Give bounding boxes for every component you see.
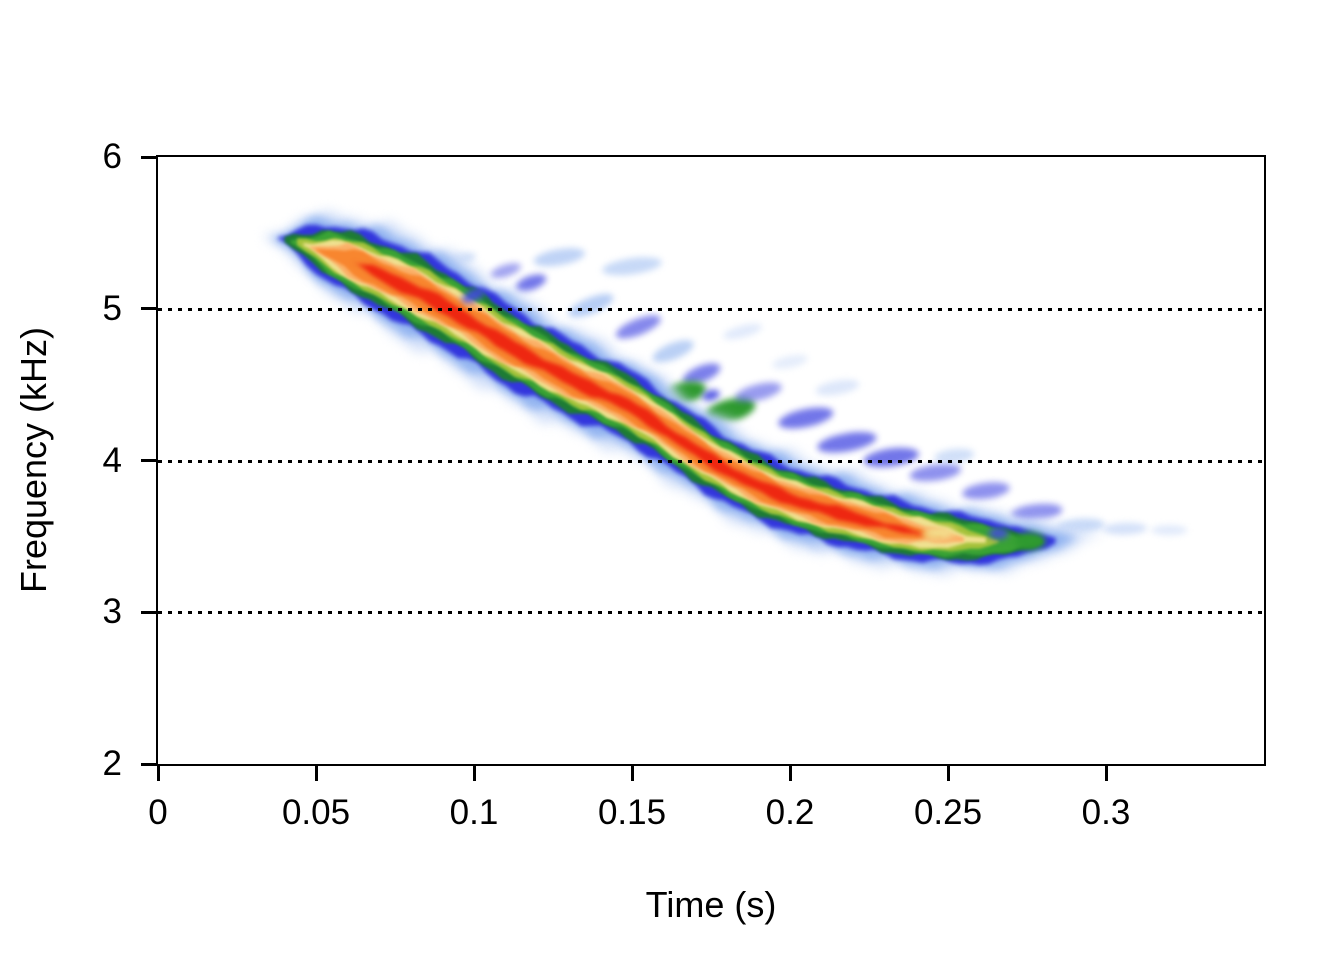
y-tick-label: 2 [102,744,122,783]
x-tick-label: 0 [148,793,168,832]
gridline-4khz [158,459,1264,463]
y-tick-label: 5 [102,288,122,328]
x-tick [314,765,318,781]
x-axis-title: Time (s) [645,884,777,925]
y-tick [141,610,157,614]
x-tick-label: 0.2 [765,793,815,832]
y-tick-label: 6 [102,137,122,176]
x-tick [946,765,950,781]
x-tick [788,765,792,781]
y-tick [141,155,157,159]
x-tick-label: 0.05 [281,793,351,832]
x-tick [630,765,634,781]
x-tick-label: 0.25 [913,793,983,832]
gridline-3khz [158,611,1264,615]
x-tick-label: 0.3 [1081,793,1131,832]
x-tick-label: 0.1 [449,793,499,832]
y-tick [141,307,157,311]
y-axis-title: Frequency (kHz) [13,326,54,594]
x-tick-label: 0.15 [597,793,667,832]
y-tick-label: 4 [102,440,122,480]
x-tick [156,765,160,781]
y-tick-label: 3 [102,592,122,632]
plot-area [156,155,1266,766]
y-tick [141,762,157,766]
x-tick [1104,765,1108,781]
x-tick [472,765,476,781]
gridline-5khz [158,307,1264,311]
y-tick [141,459,157,462]
